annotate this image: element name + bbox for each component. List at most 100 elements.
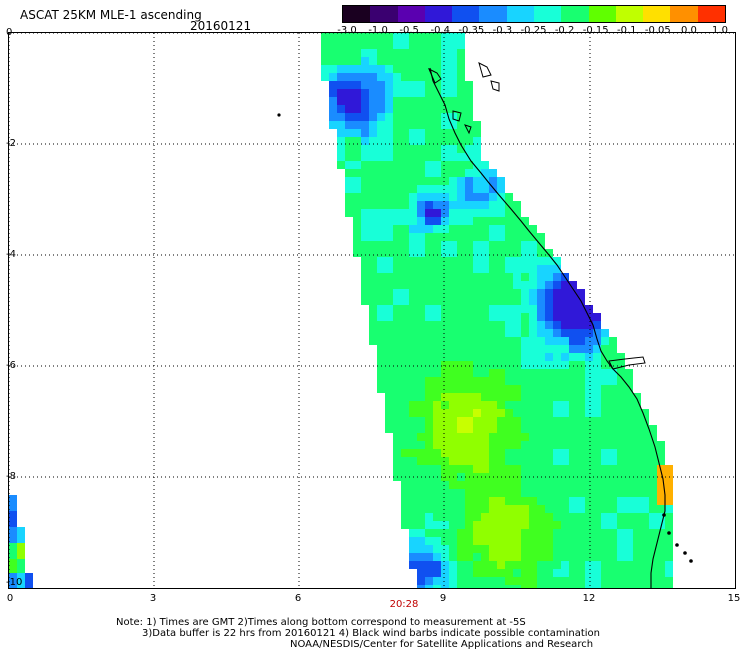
swath-cell [433,489,441,497]
swath-cell [425,561,433,569]
swath-cell [385,41,393,49]
swath-cell [537,289,545,297]
swath-cell [521,329,529,337]
swath-cell [473,553,481,561]
swath-cell [441,497,449,505]
swath-cell [449,89,457,97]
swath-cell [433,569,441,577]
colorbar-label: 0.0 [680,25,697,36]
colorbar-label: -0.3 [492,25,513,36]
swath-cell [577,305,585,313]
swath-cell [593,577,601,585]
swath-cell [489,305,497,313]
swath-cell [385,345,393,353]
lat-lon-grid [9,33,735,588]
swath-cell [545,337,553,345]
island-outline [608,356,646,370]
swath-cell [513,417,521,425]
swath-cell [409,41,417,49]
swath-cell [537,273,545,281]
swath-cell [481,225,489,233]
swath-cell [577,329,585,337]
swath-cell [417,297,425,305]
swath-cell [417,353,425,361]
swath-cell [489,337,497,345]
swath-cell [617,497,625,505]
swath-cell [441,121,449,129]
swath-cell [9,559,17,575]
swath-cell [641,457,649,465]
swath-cell [441,441,449,449]
swath-cell [385,297,393,305]
swath-cell [425,553,433,561]
swath-cell [385,105,393,113]
swath-cell [425,537,433,545]
swath-cell [377,265,385,273]
swath-cell [513,345,521,353]
swath-cell [433,545,441,553]
swath-cell [473,121,481,129]
swath-cell [465,497,473,505]
swath-cell [417,249,425,257]
swath-cell [609,489,617,497]
swath-cell [553,265,561,273]
swath-cell [409,97,417,105]
swath-cell [473,225,481,233]
swath-cell [529,329,537,337]
swath-cell [473,417,481,425]
swath-cell [505,249,513,257]
swath-cell [601,425,609,433]
swath-cell [401,201,409,209]
swath-cell [473,305,481,313]
swath-cell [633,401,641,409]
swath-cell [481,321,489,329]
swath-cell [553,369,561,377]
swath-cell [489,361,497,369]
swath-cell [457,369,465,377]
swath-cell [465,505,473,513]
swath-cell [9,495,17,511]
swath-cell [369,121,377,129]
swath-cell [561,505,569,513]
swath-cell [393,257,401,265]
swath-cell [401,65,409,73]
swath-cell [377,233,385,241]
swath-cell [665,553,673,561]
swath-cell [409,449,417,457]
island-dot [675,543,679,547]
swath-cell [569,281,577,289]
swath-cell [345,185,353,193]
swath-cell [353,201,361,209]
swath-cell [521,537,529,545]
swath-cell [385,233,393,241]
swath-cell [497,425,505,433]
swath-cell [417,537,425,545]
swath-cell [433,129,441,137]
swath-cell [649,521,657,529]
swath-cell [465,425,473,433]
swath-cell [449,385,457,393]
swath-cell [361,57,369,65]
swath-cell [457,217,465,225]
swath-cell [601,329,609,337]
swath-cell [345,201,353,209]
swath-cell [553,345,561,353]
swath-cell [585,329,593,337]
swath-cell [457,57,465,65]
swath-cell [513,353,521,361]
swath-cell [409,393,417,401]
swath-cell [441,313,449,321]
colorbar-label: -3.0 [337,25,357,36]
swath-cell [457,313,465,321]
swath-cell [625,585,633,588]
swath-cell [393,449,401,457]
swath-cell [521,425,529,433]
swath-cell [425,57,433,65]
swath-cell [545,409,553,417]
swath-cell [449,489,457,497]
swath-cell [617,545,625,553]
swath-cell [489,225,497,233]
swath-cell [361,73,369,81]
swath-cell [545,321,553,329]
swath-cell [393,281,401,289]
